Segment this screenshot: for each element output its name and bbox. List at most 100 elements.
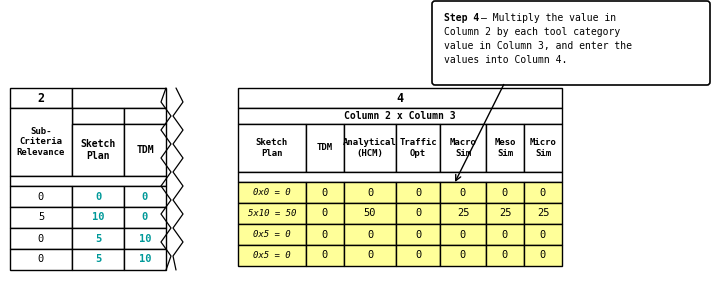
Bar: [10, 108, 72, 176]
Text: Sketch
Plan: Sketch Plan: [256, 138, 288, 158]
Text: 0: 0: [322, 251, 328, 261]
Bar: [396, 224, 440, 245]
Text: 0: 0: [322, 187, 328, 197]
Bar: [524, 182, 562, 203]
Bar: [440, 224, 486, 245]
Text: values into Column 4.: values into Column 4.: [444, 55, 567, 65]
Bar: [344, 182, 396, 203]
Text: 10: 10: [139, 234, 151, 243]
Bar: [238, 108, 562, 124]
Bar: [344, 224, 396, 245]
Bar: [440, 124, 486, 172]
Bar: [10, 186, 72, 207]
Bar: [396, 203, 440, 224]
Text: 25: 25: [536, 208, 549, 218]
Bar: [124, 124, 166, 176]
Text: 0: 0: [540, 187, 546, 197]
Text: 0: 0: [367, 251, 373, 261]
Bar: [238, 88, 562, 108]
Bar: [72, 207, 124, 228]
Bar: [396, 245, 440, 266]
Text: 0: 0: [322, 208, 328, 218]
FancyBboxPatch shape: [432, 1, 710, 85]
Bar: [72, 228, 124, 249]
Bar: [440, 203, 486, 224]
Text: Column 2 by each tool category: Column 2 by each tool category: [444, 27, 620, 37]
Text: Analytical
(HCM): Analytical (HCM): [343, 138, 397, 158]
Bar: [486, 124, 524, 172]
Text: 0: 0: [367, 187, 373, 197]
Bar: [486, 182, 524, 203]
Bar: [124, 207, 166, 228]
Text: 0: 0: [460, 230, 466, 239]
Text: 5x10 = 50: 5x10 = 50: [248, 209, 296, 218]
Bar: [124, 186, 166, 207]
Text: 0: 0: [38, 191, 44, 201]
Text: 0: 0: [540, 251, 546, 261]
Text: – Multiply the value in: – Multiply the value in: [481, 13, 616, 23]
Text: 2: 2: [37, 92, 45, 104]
Bar: [238, 182, 306, 203]
Text: 0: 0: [322, 230, 328, 239]
Text: Step 4: Step 4: [444, 13, 480, 23]
Text: 0: 0: [540, 230, 546, 239]
Bar: [396, 182, 440, 203]
Bar: [124, 108, 166, 124]
Bar: [10, 249, 72, 270]
Text: 4: 4: [397, 92, 404, 104]
Text: value in Column 3, and enter the: value in Column 3, and enter the: [444, 41, 632, 51]
Bar: [72, 124, 124, 176]
Bar: [10, 228, 72, 249]
Bar: [306, 245, 344, 266]
Bar: [124, 249, 166, 270]
Text: 0: 0: [415, 251, 421, 261]
Text: 0x5 = 0: 0x5 = 0: [253, 230, 291, 239]
Bar: [486, 245, 524, 266]
Text: 25: 25: [456, 208, 469, 218]
Text: 50: 50: [364, 208, 377, 218]
Bar: [344, 203, 396, 224]
Bar: [10, 88, 72, 108]
Text: 5: 5: [38, 212, 44, 222]
Bar: [524, 124, 562, 172]
Text: 0x0 = 0: 0x0 = 0: [253, 188, 291, 197]
Text: 0: 0: [415, 187, 421, 197]
Text: 0: 0: [95, 191, 101, 201]
Text: 5: 5: [95, 255, 101, 265]
Text: TDM: TDM: [317, 144, 333, 152]
Text: 0: 0: [367, 230, 373, 239]
Text: TDM: TDM: [136, 145, 154, 155]
Text: 0: 0: [502, 251, 508, 261]
Text: 0: 0: [38, 234, 44, 243]
Text: 10: 10: [139, 255, 151, 265]
Bar: [238, 245, 306, 266]
Bar: [440, 245, 486, 266]
Text: 0: 0: [142, 191, 148, 201]
Bar: [344, 245, 396, 266]
Bar: [72, 88, 166, 108]
Bar: [10, 207, 72, 228]
Text: 0: 0: [415, 208, 421, 218]
Bar: [524, 203, 562, 224]
Text: 25: 25: [499, 208, 511, 218]
Text: 5: 5: [95, 234, 101, 243]
Bar: [238, 203, 306, 224]
Bar: [238, 224, 306, 245]
Text: 10: 10: [91, 212, 104, 222]
Text: Column 2 x Column 3: Column 2 x Column 3: [344, 111, 456, 121]
Text: Sketch
Plan: Sketch Plan: [81, 139, 116, 161]
Bar: [344, 124, 396, 172]
Text: Macro
Sim: Macro Sim: [449, 138, 477, 158]
Text: 0x5 = 0: 0x5 = 0: [253, 251, 291, 260]
Bar: [524, 224, 562, 245]
Bar: [72, 186, 124, 207]
Text: Sub-
Criteria
Relevance: Sub- Criteria Relevance: [17, 127, 66, 157]
Bar: [440, 182, 486, 203]
Bar: [486, 203, 524, 224]
Bar: [72, 108, 124, 124]
Text: 0: 0: [415, 230, 421, 239]
Text: 0: 0: [460, 187, 466, 197]
Bar: [396, 124, 440, 172]
Bar: [306, 182, 344, 203]
Text: 0: 0: [502, 230, 508, 239]
